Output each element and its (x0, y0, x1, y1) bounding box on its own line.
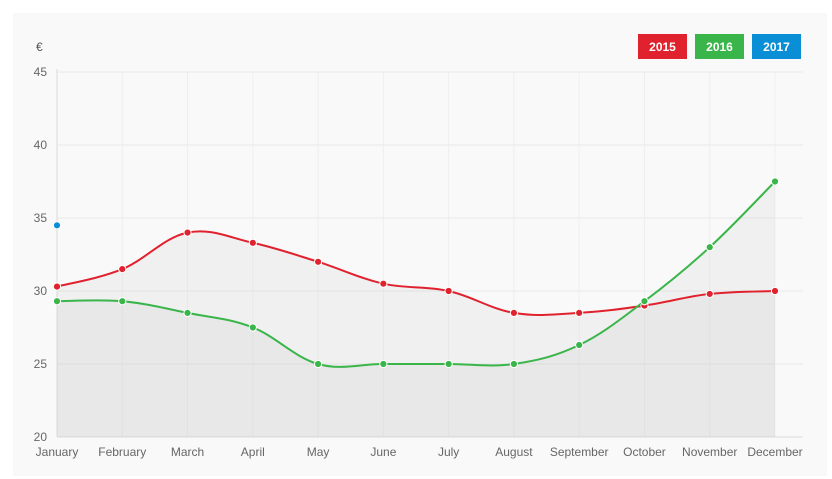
series-area-2016 (57, 181, 775, 437)
data-point-2015 (248, 238, 257, 247)
data-point-2016 (379, 359, 388, 369)
legend-button-2015[interactable]: 2015 (638, 34, 687, 59)
data-point-2016 (770, 177, 780, 186)
x-tick-label: April (241, 445, 265, 459)
data-point-2017 (52, 221, 62, 230)
y-tick-label: 20 (34, 430, 48, 444)
data-point-2015 (705, 289, 714, 299)
x-tick-label: January (36, 445, 79, 459)
data-point-2015 (575, 308, 584, 317)
data-point-2015 (770, 286, 780, 296)
x-tick-label: September (550, 445, 609, 459)
data-point-2016 (52, 297, 62, 306)
data-point-2016 (575, 340, 584, 350)
y-tick-label: 35 (34, 211, 48, 225)
data-point-2015 (118, 265, 127, 274)
data-point-2015 (509, 308, 519, 317)
y-tick-label: 40 (34, 138, 48, 152)
data-point-2016 (640, 297, 649, 306)
y-tick-label: 25 (34, 357, 48, 371)
y-axis-unit-label: € (36, 40, 43, 54)
data-point-2016 (248, 323, 257, 332)
data-point-2016 (183, 308, 192, 317)
y-tick-label: 30 (34, 284, 48, 298)
x-tick-label: October (623, 445, 666, 459)
x-tick-label: November (682, 445, 737, 459)
x-tick-label: May (307, 445, 330, 459)
data-point-2016 (705, 243, 714, 252)
series-line-2015 (56, 230, 776, 316)
data-point-2016 (509, 359, 519, 369)
x-tick-label: February (98, 445, 146, 459)
x-tick-label: August (495, 445, 533, 459)
data-point-2015 (183, 228, 192, 237)
chart-panel (13, 13, 827, 476)
data-point-2016 (118, 297, 127, 306)
x-tick-label: December (747, 445, 802, 459)
data-point-2015 (444, 286, 453, 296)
data-point-2015 (379, 279, 388, 288)
legend: 2015 2016 2017 (638, 34, 801, 59)
x-tick-label: June (370, 445, 396, 459)
legend-button-2017[interactable]: 2017 (752, 34, 801, 59)
data-point-2016 (313, 359, 323, 369)
data-point-2015 (52, 282, 62, 291)
data-point-2016 (444, 359, 453, 369)
y-tick-label: 45 (34, 65, 48, 79)
data-point-2015 (313, 257, 323, 266)
x-tick-label: July (438, 445, 459, 459)
series-area-2015 (57, 231, 775, 437)
x-tick-label: March (171, 445, 204, 459)
legend-button-2016[interactable]: 2016 (695, 34, 744, 59)
